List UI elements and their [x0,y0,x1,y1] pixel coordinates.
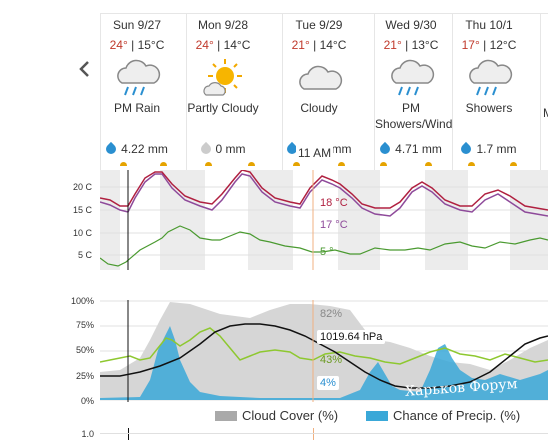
day-date: Wed 9/30 [385,18,437,32]
sun-cloud-icon [198,57,248,97]
high-temp: 21° [383,38,402,52]
day-temps: 17° | 12°C [461,38,517,52]
cloud-cover-readout: 82% [320,308,343,320]
raindrop-icon [459,141,474,157]
low-temp: 14°C [223,38,251,52]
day-condition: Cloudy [300,101,338,115]
y-tick: 75% [75,320,94,330]
day-column[interactable]: Sun 9/27 24° | 15°C PM Rain 4.22 mm [100,14,173,171]
day-column[interactable]: Mon 9/28 24° | 14°C Partly Cloudy 0 mm [186,14,259,171]
sunrise-icon [293,162,300,166]
feels-like-readout: 17 °C [320,219,348,231]
sunset-icon [510,162,517,166]
legend-cloud-cover[interactable]: Cloud Cover (%) [215,408,338,423]
sunset-icon [248,162,255,166]
sunset-icon [160,162,167,166]
day-column[interactable]: M [540,14,548,171]
day-date: Thu 10/1 [465,18,513,32]
low-temp: 12°C [489,38,517,52]
prev-days-button[interactable] [74,58,96,80]
percent-chart[interactable] [100,300,548,402]
raindrop-icon [198,141,213,157]
y-tick: 25% [75,371,94,381]
day-temps: 21° | 14°C [291,38,347,52]
day-condition: PM Showers/Wind [375,101,453,131]
pressure-readout: 1019.64 hPa [317,330,386,344]
low-temp: 13°C [411,38,439,52]
legend-swatch [366,411,388,421]
day-date: Mon 9/28 [197,18,249,32]
day-temps: 24° | 14°C [195,38,251,52]
cursor-time: 11 AM [296,146,334,160]
y-tick: 20 C [72,182,92,192]
daily-forecast-row: Sun 9/27 24° | 15°C PM Rain 4.22 mm Mon … [100,13,548,171]
cursor-line [128,428,129,440]
day-condition: Showers [465,101,513,115]
y-tick: 5 C [77,250,92,260]
day-precip: 1.7 mm [453,141,525,157]
precip-chance-readout: 4% [317,376,339,390]
day-temps: 24° | 15°C [109,38,165,52]
sunset-icon [425,162,432,166]
cursor-line [313,428,314,440]
day-condition: Partly Cloudy [187,101,259,115]
sunrise-icon [380,162,387,166]
legend-swatch [215,411,237,421]
sunrise-icon [205,162,212,166]
day-precip: 4.71 mm [375,141,447,157]
cloud-rain-icon [386,57,436,97]
cloud-rain-icon [112,57,162,97]
dew-point-readout: 5 ° [320,246,334,258]
legend-precip-chance[interactable]: Chance of Precip. (%) [366,408,520,423]
low-temp: 15°C [137,38,165,52]
humidity-readout: 43% [320,354,343,366]
day-condition: PM Rain [113,101,160,115]
high-temp: 24° [195,38,214,52]
day-precip: mm [283,141,355,157]
low-temp: 14°C [319,38,347,52]
raindrop-icon [104,141,119,157]
high-temp: 17° [461,38,480,52]
y-tick: 0% [80,396,94,406]
y-tick: 1.0 [81,429,94,439]
day-column[interactable]: Thu 10/1 17° | 12°C Showers 1.7 mm [452,14,525,171]
day-column[interactable]: Tue 9/29 21° | 14°C Cloudy mm [282,14,355,171]
y-tick: 50% [75,345,94,355]
day-precip: 4.22 mm [101,141,173,157]
sunrise-icon [120,162,127,166]
y-tick: 15 C [72,205,92,215]
high-temp: 21° [291,38,310,52]
temperature-chart[interactable] [100,170,548,270]
day-date: Sun 9/27 [112,18,162,32]
high-temp: 24° [109,38,128,52]
cloud-icon [294,57,344,97]
chevron-left-icon [79,61,89,77]
day-precip: 0 mm [187,141,259,157]
day-column[interactable]: Wed 9/30 21° | 13°C PM Showers/Wind 4.71… [374,14,453,171]
gridline [100,433,548,434]
day-date: Tue 9/29 [295,18,343,32]
sunset-icon [338,162,345,166]
cloud-rain-icon [464,57,514,97]
sunrise-icon [468,162,475,166]
y-tick: 100% [70,296,94,306]
temp-readout: 18 °C [320,197,348,209]
day-temps: 21° | 13°C [383,38,439,52]
raindrop-icon [378,141,393,157]
y-tick: 10 C [72,228,92,238]
day-condition: M [541,105,548,137]
